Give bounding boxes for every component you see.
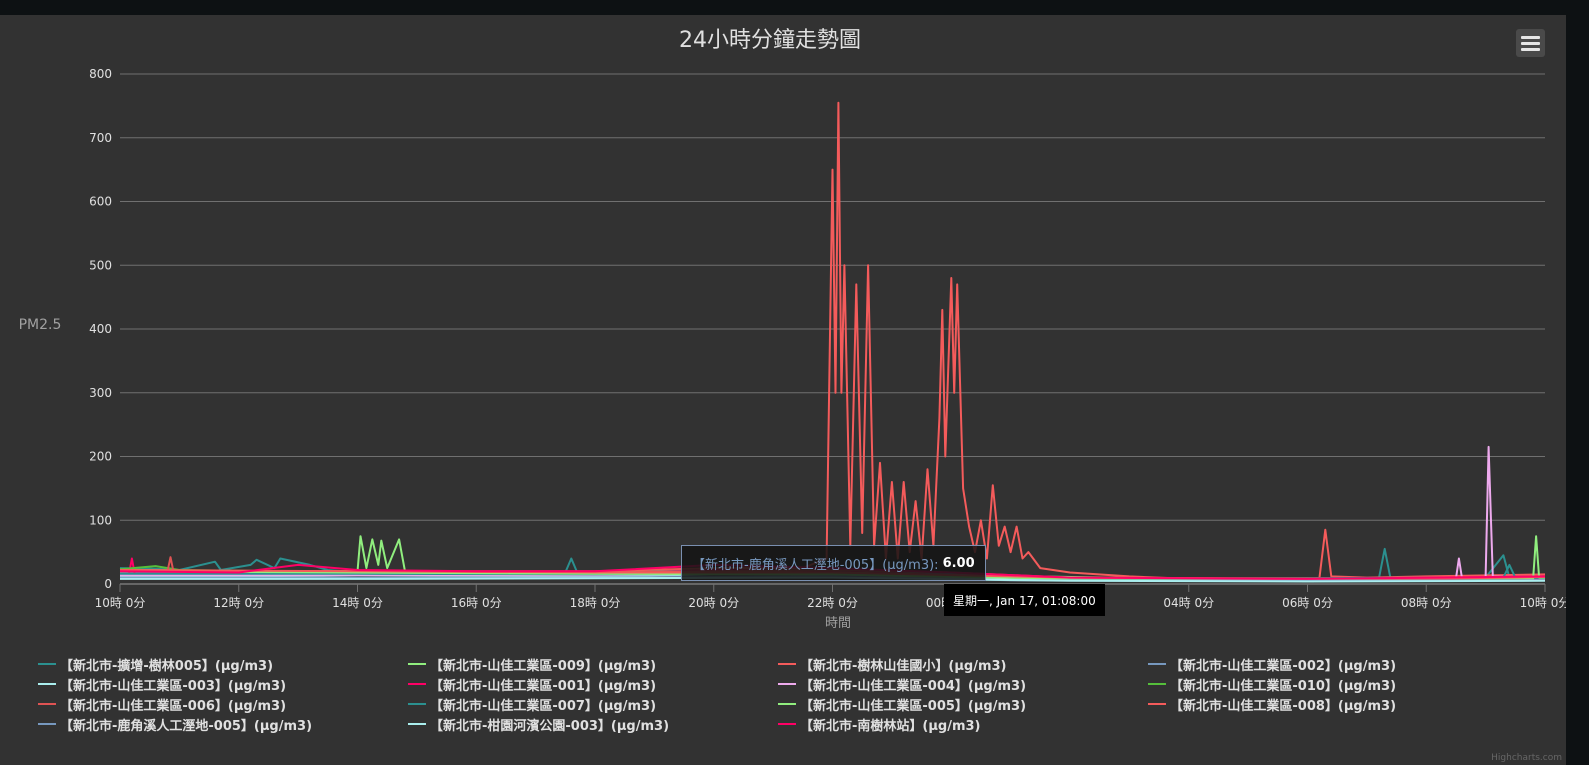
y-tick-labels: 0 100 200 300 400 500 600 700 800: [89, 67, 112, 591]
series-line-0[interactable]: [119, 547, 1546, 581]
y-tick-label: 700: [89, 131, 112, 145]
chart-svg: 24小時分鐘走勢圖 0 100 200 300 400 500 600 700 800 10時 …: [19, 28, 1566, 631]
legend-swatch: [778, 723, 796, 725]
legend-swatch: [778, 663, 796, 665]
legend-item[interactable]: 【新北市-山佳工業區-009】(μg/m3): [408, 655, 657, 674]
legend-item[interactable]: 【新北市-南樹林站】(μg/m3): [778, 715, 981, 734]
x-tick-label: 12時 0分: [213, 596, 264, 610]
x-axis-label: 時間: [825, 616, 851, 631]
x-tick-label: 18時 0分: [570, 596, 621, 610]
legend-swatch: [38, 703, 56, 705]
y-axis-label: PM2.5: [19, 317, 62, 333]
y-tick-label: 100: [89, 513, 112, 527]
tooltip: 【新北市-鹿角溪人工溼地-005】(μg/m3): 6.00: [681, 545, 986, 581]
legend-label: 【新北市-山佳工業區-006】(μg/m3): [60, 698, 287, 714]
y-tick-label: 800: [89, 67, 112, 81]
legend-swatch: [1148, 663, 1166, 665]
legend-item[interactable]: 【新北市-山佳工業區-002】(μg/m3): [1148, 655, 1397, 674]
legend-item[interactable]: 【新北市-鹿角溪人工溼地-005】(μg/m3): [38, 715, 313, 734]
chart-menu-button[interactable]: [1516, 29, 1545, 57]
legend-swatch: [778, 703, 796, 705]
legend-item[interactable]: 【新北市-山佳工業區-004】(μg/m3): [778, 675, 1027, 694]
legend-label: 【新北市-山佳工業區-008】(μg/m3): [1170, 698, 1397, 714]
legend-item[interactable]: 【新北市-山佳工業區-003】(μg/m3): [38, 675, 287, 694]
legend-label: 【新北市-山佳工業區-002】(μg/m3): [1170, 658, 1397, 674]
x-tick-label: 10時 0分: [95, 596, 146, 610]
legend-swatch: [408, 723, 426, 725]
legend-item[interactable]: 【新北市-柑園河濱公園-003】(μg/m3): [408, 715, 670, 734]
legend-label: 【新北市-樹林山佳國小】(μg/m3): [800, 658, 1007, 674]
legend-item[interactable]: 【新北市-樹林山佳國小】(μg/m3): [778, 655, 1007, 674]
x-tick-label: 10時 0分: [1520, 596, 1566, 610]
legend-swatch: [1148, 703, 1166, 705]
legend-label: 【新北市-擴增-樹林005】(μg/m3): [60, 658, 274, 674]
x-tick-label: 16時 0分: [451, 596, 502, 610]
y-tick-label: 300: [89, 386, 112, 400]
legend-swatch: [408, 663, 426, 665]
x-tick-label: 04時 0分: [1163, 596, 1214, 610]
legend-swatch: [778, 683, 796, 685]
tooltip-value: 6.00: [942, 555, 975, 571]
legend-item[interactable]: 【新北市-山佳工業區-007】(μg/m3): [408, 695, 657, 714]
legend-label: 【新北市-鹿角溪人工溼地-005】(μg/m3): [60, 718, 313, 734]
y-tick-label: 400: [89, 322, 112, 336]
x-tick-labels: 10時 0分 12時 0分 14時 0分 16時 0分 18時 0分 20時 0分 22時 …: [95, 584, 1566, 610]
legend-label: 【新北市-山佳工業區-010】(μg/m3): [1170, 678, 1397, 694]
legend-swatch: [38, 663, 56, 665]
chart-container: 24小時分鐘走勢圖 0 100 200 300 400 500 600 700 800 10時 …: [0, 15, 1566, 765]
tooltip-series-name: 【新北市-鹿角溪人工溼地-005】(μg/m3):: [692, 557, 939, 573]
legend-label: 【新北市-柑園河濱公園-003】(μg/m3): [430, 718, 670, 734]
chart-title: 24小時分鐘走勢圖: [679, 28, 861, 53]
y-tick-label: 0: [104, 577, 112, 591]
legend-label: 【新北市-山佳工業區-007】(μg/m3): [430, 698, 657, 714]
legend-item[interactable]: 【新北市-擴增-樹林005】(μg/m3): [38, 655, 274, 674]
legend-label: 【新北市-南樹林站】(μg/m3): [800, 718, 981, 734]
credits-link[interactable]: Highcharts.com: [1491, 753, 1562, 763]
legend-label: 【新北市-山佳工業區-005】(μg/m3): [800, 698, 1027, 714]
legend-swatch: [1148, 683, 1166, 685]
y-tick-label: 200: [89, 450, 112, 464]
series-layer: [119, 101, 1546, 583]
legend-item[interactable]: 【新北市-山佳工業區-001】(μg/m3): [408, 675, 657, 694]
grid-layer: [120, 73, 1545, 585]
x-tick-label: 06時 0分: [1282, 596, 1333, 610]
legend-item[interactable]: 【新北市-山佳工業區-008】(μg/m3): [1148, 695, 1397, 714]
legend-label: 【新北市-山佳工業區-004】(μg/m3): [800, 678, 1027, 694]
x-tick-label: 22時 0分: [807, 596, 858, 610]
series-line-10[interactable]: [119, 535, 1545, 580]
legend-item[interactable]: 【新北市-山佳工業區-010】(μg/m3): [1148, 675, 1397, 694]
series-line-14[interactable]: [119, 563, 1546, 580]
legend-label: 【新北市-山佳工業區-009】(μg/m3): [430, 658, 657, 674]
y-tick-label: 500: [89, 258, 112, 272]
y-tick-label: 600: [89, 195, 112, 209]
x-tick-label: 20時 0分: [688, 596, 739, 610]
x-tick-label: 08時 0分: [1401, 596, 1452, 610]
crosshair-x-label: 星期一, Jan 17, 01:08:00: [944, 584, 1105, 616]
legend-swatch: [408, 703, 426, 705]
x-tick-label: 14時 0分: [332, 596, 383, 610]
legend-swatch: [38, 723, 56, 725]
legend-label: 【新北市-山佳工業區-003】(μg/m3): [60, 678, 287, 694]
legend-swatch: [408, 683, 426, 685]
series-line-2[interactable]: [120, 101, 1546, 581]
legend-item[interactable]: 【新北市-山佳工業區-006】(μg/m3): [38, 695, 287, 714]
legend-swatch: [38, 683, 56, 685]
legend-item[interactable]: 【新北市-山佳工業區-005】(μg/m3): [778, 695, 1027, 714]
legend-label: 【新北市-山佳工業區-001】(μg/m3): [430, 678, 657, 694]
